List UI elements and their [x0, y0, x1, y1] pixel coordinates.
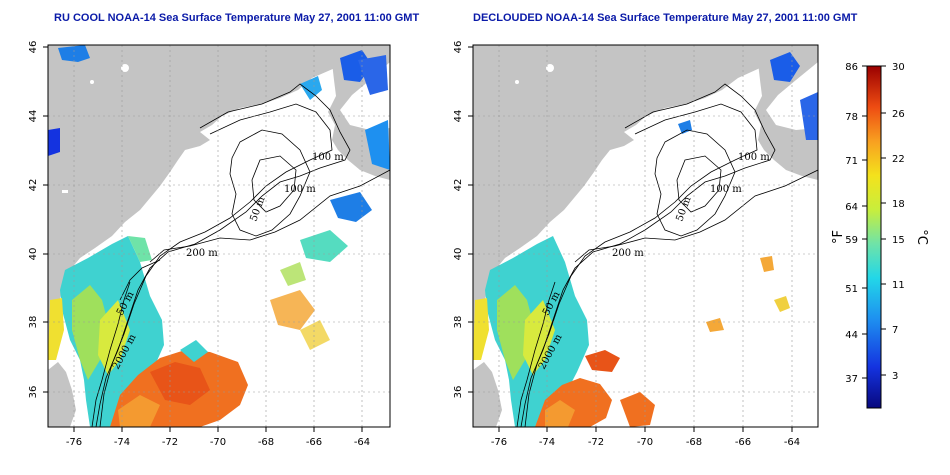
lon-tick-label: -64	[784, 437, 800, 448]
contour-label: 100 m	[710, 184, 742, 195]
left-map-title: RU COOL NOAA-14 Sea Surface Temperature …	[54, 12, 420, 24]
lon-tick-label: -76	[491, 437, 507, 448]
contour-label: 100 m	[284, 184, 316, 195]
left-lat-ticks	[43, 46, 48, 393]
lon-tick-label: -70	[637, 437, 653, 448]
colorbar-gradient	[866, 65, 882, 409]
lat-tick-label: 38	[28, 316, 39, 329]
f-tick-label: 64	[845, 202, 858, 213]
c-tick-label: 3	[892, 371, 898, 382]
left-lon-labels: -76 -74 -72 -70 -68 -66 -64	[66, 437, 370, 448]
left-land	[48, 45, 390, 360]
contour-label: 200 m	[612, 248, 644, 259]
f-tick-label: 51	[845, 284, 858, 295]
lat-tick-label: 42	[28, 179, 39, 192]
lon-tick-label: -68	[686, 437, 702, 448]
lon-tick-label: -68	[258, 437, 274, 448]
celsius-label: °C	[914, 229, 929, 245]
left-bathymetry-contours	[91, 83, 390, 427]
fahrenheit-tick-labels: 86 78 71 64 59 51 44 37	[845, 62, 858, 385]
left-map-frame	[47, 44, 391, 428]
lon-tick-label: -66	[306, 437, 322, 448]
f-tick-label: 37	[845, 374, 858, 385]
c-tick-label: 15	[892, 235, 905, 246]
c-tick-label: 11	[892, 280, 905, 291]
right-map	[473, 45, 818, 427]
right-land	[473, 45, 818, 360]
f-tick-label: 78	[845, 112, 858, 123]
lat-tick-label: 40	[28, 248, 39, 261]
lat-tick-label: 42	[453, 179, 464, 192]
right-lat-ticks	[468, 46, 473, 393]
lat-tick-label: 46	[453, 41, 464, 54]
lon-tick-label: -70	[210, 437, 226, 448]
f-tick-label: 44	[845, 330, 858, 341]
contour-label: 100 m	[312, 152, 344, 163]
c-tick-label: 22	[892, 154, 905, 165]
c-tick-label: 26	[892, 109, 905, 120]
c-tick-label: 7	[892, 325, 898, 336]
right-grid	[473, 45, 818, 427]
f-tick-label: 59	[845, 235, 858, 246]
fahrenheit-label: °F	[831, 230, 846, 244]
lon-tick-label: -64	[354, 437, 370, 448]
contour-label: 200 m	[186, 248, 218, 259]
lat-tick-label: 44	[28, 110, 39, 123]
lon-tick-label: -74	[114, 437, 130, 448]
lat-tick-label: 36	[453, 386, 464, 399]
lat-tick-label: 40	[453, 248, 464, 261]
lat-tick-label: 38	[453, 316, 464, 329]
left-lon-ticks	[73, 427, 363, 432]
lat-tick-label: 46	[28, 41, 39, 54]
right-lat-labels: 46 44 42 40 38 36	[453, 41, 464, 399]
lon-tick-label: -76	[66, 437, 82, 448]
lon-tick-label: -74	[539, 437, 555, 448]
contour-label: 100 m	[738, 152, 770, 163]
celsius-tick-labels: 30 26 22 18 15 11 7 3	[892, 62, 905, 382]
f-tick-label: 71	[845, 156, 858, 167]
left-grid	[48, 45, 390, 427]
lon-tick-label: -66	[735, 437, 751, 448]
lat-tick-label: 36	[28, 386, 39, 399]
right-map-title: DECLOUDED NOAA-14 Sea Surface Temperatur…	[473, 12, 858, 24]
right-lon-labels: -76 -74 -72 -70 -68 -66 -64	[491, 437, 800, 448]
lon-tick-label: -72	[588, 437, 604, 448]
c-tick-label: 30	[892, 62, 905, 73]
f-tick-label: 86	[845, 62, 858, 73]
colorbar: 86 78 71 64 59 51 44 37 30 26 22 18 15 1…	[831, 62, 929, 409]
left-sst-field	[48, 45, 390, 427]
left-lat-labels: 46 44 42 40 38 36	[28, 41, 39, 399]
right-bathymetry-contours	[516, 83, 818, 427]
colorbar-ticks	[862, 65, 886, 379]
lon-tick-label: -72	[162, 437, 178, 448]
lat-tick-label: 44	[453, 110, 464, 123]
c-tick-label: 18	[892, 199, 905, 210]
left-map	[48, 45, 390, 427]
right-lon-ticks	[498, 427, 793, 432]
